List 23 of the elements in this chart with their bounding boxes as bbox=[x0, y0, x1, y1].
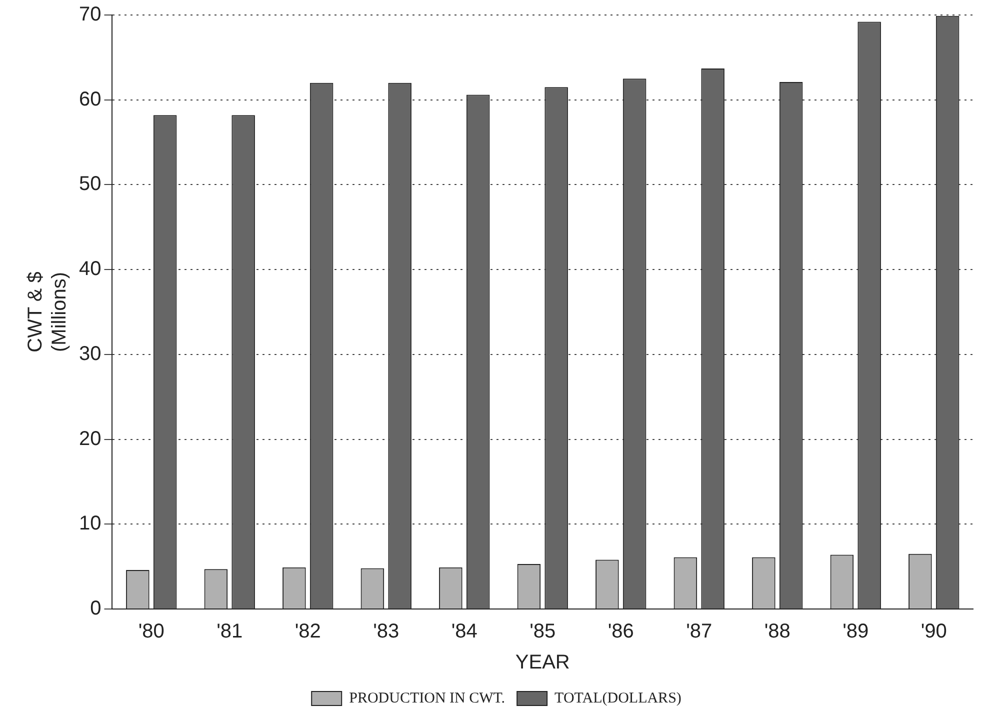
x-tick-label: '85 bbox=[530, 620, 556, 643]
x-tick-label: '80 bbox=[138, 620, 164, 643]
x-tick-label: '87 bbox=[686, 620, 712, 643]
x-tick-label: '83 bbox=[373, 620, 400, 643]
y-tick-label: 50 bbox=[78, 173, 102, 196]
x-axis-title: YEAR bbox=[515, 652, 570, 674]
y-tick-label: 20 bbox=[78, 428, 102, 450]
legend-label: PRODUCTION IN CWT. bbox=[349, 690, 506, 706]
x-tick-label: '90 bbox=[920, 620, 947, 643]
x-tick-label: '86 bbox=[608, 620, 634, 643]
legend-label: TOTAL(DOLLARS) bbox=[554, 690, 682, 706]
x-tick-label: '81 bbox=[216, 620, 243, 643]
y-tick-label: 40 bbox=[78, 258, 102, 280]
y-tick-label: 30 bbox=[78, 342, 102, 365]
x-tick-label: '89 bbox=[842, 620, 869, 643]
y-axis-title: CWT & $ (Millions) bbox=[24, 272, 71, 352]
y-tick-label: 70 bbox=[78, 4, 102, 26]
y-tick-label: 10 bbox=[78, 512, 102, 535]
y-tick-label: 60 bbox=[78, 88, 102, 110]
x-tick-label: '88 bbox=[764, 620, 790, 643]
x-tick-label: '82 bbox=[294, 620, 321, 643]
x-tick-label: '84 bbox=[451, 620, 478, 643]
y-tick-label: 0 bbox=[90, 598, 102, 620]
